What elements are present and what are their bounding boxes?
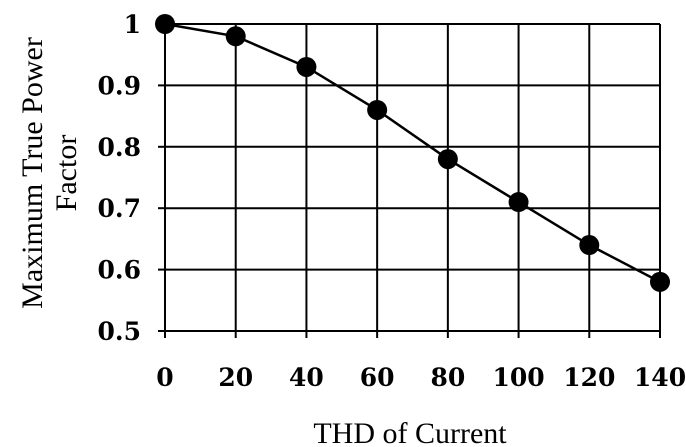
data-point [225, 26, 246, 47]
grid [158, 23, 661, 338]
y-axis-label-line-1: Maximum True Power [16, 37, 49, 309]
x-tick-label: 60 [360, 363, 395, 392]
x-tick-label: 120 [563, 363, 615, 392]
series-line [164, 22, 661, 283]
x-tick-label: 0 [156, 363, 173, 392]
y-tick-label: 0.6 [98, 256, 142, 285]
y-tick-label: 0.8 [98, 133, 142, 162]
y-axis-label: Maximum True Power Factor [16, 37, 83, 309]
data-point [579, 235, 600, 256]
x-tick-label: 80 [430, 363, 465, 392]
x-axis-label: THD of Current [313, 417, 507, 447]
data-point [155, 14, 175, 34]
y-axis-label-line-2: Factor [50, 135, 83, 212]
data-point [508, 192, 529, 213]
data-point [296, 56, 317, 77]
data-point [437, 149, 458, 170]
y-tick-labels: 0.5 0.6 0.7 0.8 0.9 1 [98, 10, 142, 346]
x-tick-label: 140 [634, 363, 686, 392]
y-tick-label: 0.9 [98, 71, 142, 100]
data-point [650, 271, 670, 292]
x-tick-label: 100 [492, 363, 544, 392]
x-tick-label: 20 [218, 363, 253, 392]
x-tick-labels: 0 20 40 60 80 100 120 140 [156, 363, 686, 392]
series-group [155, 14, 670, 292]
y-tick-label: 1 [124, 10, 141, 39]
x-tick-label: 40 [289, 363, 324, 392]
y-tick-label: 0.7 [98, 194, 142, 223]
y-tick-label: 0.5 [98, 317, 142, 346]
data-point [367, 99, 388, 120]
